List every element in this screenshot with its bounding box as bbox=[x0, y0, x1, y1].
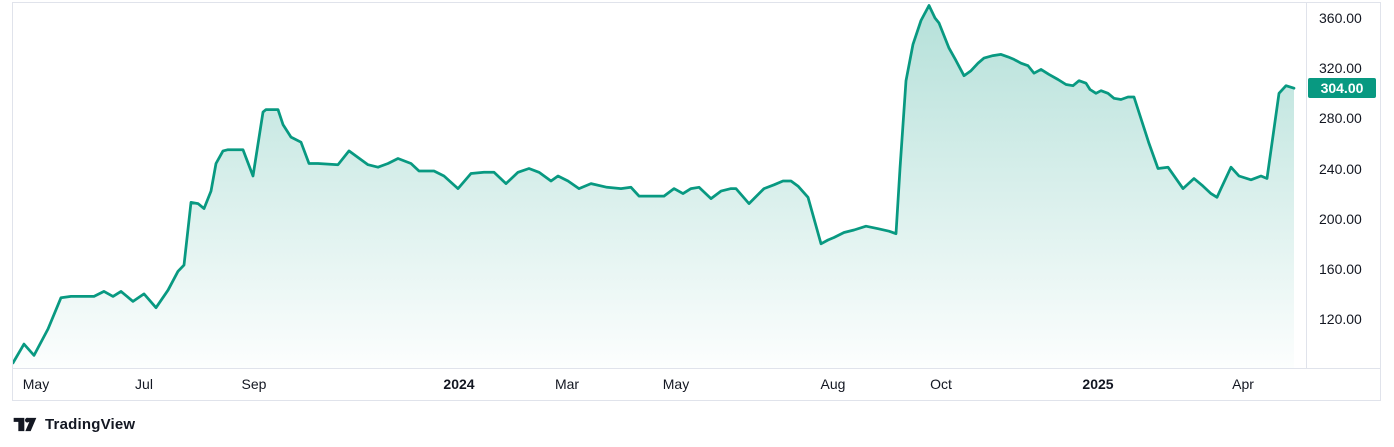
price-tick-label: 200.00 bbox=[1319, 210, 1362, 227]
chart-widget: 360.00 320.00 280.00 240.00 200.00 160.00 120.… bbox=[12, 2, 1381, 401]
time-tick-label: Aug bbox=[820, 376, 846, 392]
chart-plot-area[interactable] bbox=[13, 3, 1306, 368]
price-tick-label: 360.00 bbox=[1319, 10, 1362, 26]
time-tick-label: Sep bbox=[241, 376, 267, 392]
time-tick-label: Mar bbox=[554, 376, 580, 392]
price-tick-label: 240.00 bbox=[1319, 160, 1362, 177]
time-tick-label: May bbox=[662, 376, 690, 392]
time-tick-label: Oct bbox=[930, 376, 952, 392]
chart-row: 360.00 320.00 280.00 240.00 200.00 160.00 120.… bbox=[13, 3, 1380, 369]
time-tick-label: Jul bbox=[135, 376, 153, 392]
price-tick-label: 320.00 bbox=[1319, 60, 1362, 77]
price-tick-label: 280.00 bbox=[1319, 110, 1362, 127]
tradingview-logo-text: TradingView bbox=[45, 415, 136, 433]
time-tick-label: 2025 bbox=[1082, 376, 1114, 392]
area-fill bbox=[13, 5, 1294, 368]
time-tick-label: May bbox=[22, 376, 50, 392]
last-price-badge: 304.00 bbox=[1308, 78, 1376, 99]
price-scale[interactable]: 360.00 320.00 280.00 240.00 200.00 160.00 120.… bbox=[1306, 3, 1380, 368]
time-tick-label: Apr bbox=[1232, 376, 1254, 392]
price-tick-label: 120.00 bbox=[1319, 311, 1362, 327]
price-area-chart bbox=[13, 4, 1296, 368]
tradingview-attribution-link[interactable]: TradingView bbox=[13, 414, 135, 434]
price-line bbox=[13, 4, 1296, 365]
tradingview-logo-icon bbox=[13, 417, 37, 431]
price-tick-label: 160.00 bbox=[1319, 260, 1362, 277]
time-tick-label: 2024 bbox=[443, 376, 475, 392]
time-scale[interactable]: May Jul Sep 2024 Mar May Aug Oct 2025 Apr bbox=[13, 369, 1380, 399]
